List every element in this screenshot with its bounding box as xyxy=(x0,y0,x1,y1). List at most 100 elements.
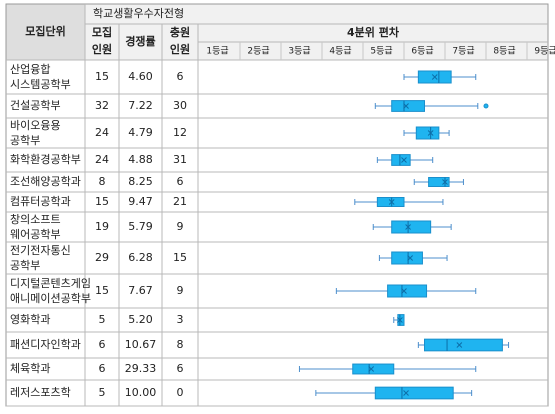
box-mean-marker xyxy=(407,255,414,261)
box-iqr xyxy=(391,251,423,265)
box-outlier xyxy=(483,103,489,109)
grade-label: 2등급 xyxy=(247,46,269,57)
unit-name-line1: 바이오융용 xyxy=(10,119,61,132)
recruit-count: 15 xyxy=(95,195,109,208)
competition-ratio: 10.00 xyxy=(125,386,157,399)
recruit-count: 6 xyxy=(99,338,106,351)
unit-name-line2: 웨어공학부 xyxy=(10,228,61,241)
unit-name: 패션디자인학과 xyxy=(10,338,81,351)
competition-ratio: 10.67 xyxy=(125,338,157,351)
additional-header-line1: 충원 xyxy=(170,25,190,39)
unit-header: 모집단위 xyxy=(25,24,65,38)
additional-count: 6 xyxy=(177,70,184,83)
recruit-count: 5 xyxy=(99,313,106,326)
box-mean-marker xyxy=(401,157,407,163)
competition-ratio: 7.22 xyxy=(128,99,153,112)
competition-ratio: 5.79 xyxy=(128,220,153,233)
recruit-count: 32 xyxy=(95,99,109,112)
unit-name-line2: 시스템공학부 xyxy=(10,78,71,91)
unit-name-line1: 디지털콘텐츠게임 xyxy=(10,277,91,290)
box-mean-marker xyxy=(403,390,409,396)
recruit-count: 24 xyxy=(95,126,109,139)
competition-ratio: 7.67 xyxy=(128,284,153,297)
unit-name: 컴퓨터공학과 xyxy=(10,195,71,208)
additional-count: 21 xyxy=(173,195,187,208)
additional-count: 30 xyxy=(173,99,187,112)
unit-name-line2: 애니메이션공학부 xyxy=(10,292,91,305)
box-mean-marker xyxy=(403,103,409,109)
box-mean-marker xyxy=(405,224,411,230)
recruit-count: 5 xyxy=(99,386,106,399)
recruit-count: 15 xyxy=(95,284,109,297)
recruit-header-line1: 모집 xyxy=(92,25,112,39)
competition-ratio: 29.33 xyxy=(125,362,157,375)
unit-name: 레저스포츠학 xyxy=(10,386,71,399)
recruit-count: 15 xyxy=(95,70,109,83)
box-iqr xyxy=(387,284,428,298)
grade-label: 3등급 xyxy=(288,46,310,57)
grade-label: 8등급 xyxy=(493,46,515,57)
additional-count: 6 xyxy=(177,362,184,375)
unit-name: 체육학과 xyxy=(10,362,50,375)
grade-label: 9등급 xyxy=(534,46,555,57)
competition-header: 경쟁률 xyxy=(125,34,155,48)
box-iqr xyxy=(415,126,440,140)
recruit-count: 24 xyxy=(95,153,109,166)
unit-name: 화학환경공학부 xyxy=(10,153,81,166)
box-mean-marker xyxy=(401,288,407,294)
competition-ratio: 6.28 xyxy=(128,251,153,264)
box-iqr xyxy=(391,154,411,166)
box-mean-marker xyxy=(431,74,438,80)
additional-count: 3 xyxy=(177,313,184,326)
unit-name-line1: 창의소프트 xyxy=(10,213,61,226)
box-iqr xyxy=(376,197,405,207)
additional-count: 31 xyxy=(173,153,187,166)
group-header: 학교생활우수자전형 xyxy=(93,6,184,20)
box-mean-marker xyxy=(388,199,395,205)
additional-header-line2: 인원 xyxy=(170,42,190,56)
box-mean-marker xyxy=(397,317,403,323)
grade-label: 7등급 xyxy=(452,46,474,57)
box-iqr xyxy=(428,177,450,187)
competition-ratio: 5.20 xyxy=(128,313,153,326)
box-iqr xyxy=(391,220,432,234)
additional-count: 12 xyxy=(173,126,187,139)
box-mean-marker xyxy=(427,130,434,136)
box-iqr xyxy=(391,100,426,112)
additional-count: 0 xyxy=(177,386,184,399)
box-iqr xyxy=(397,314,405,326)
grade-label: 6등급 xyxy=(411,46,433,57)
additional-count: 8 xyxy=(177,338,184,351)
recruit-header-line2: 인원 xyxy=(92,42,112,56)
box-iqr xyxy=(424,338,503,352)
additional-count: 9 xyxy=(177,284,184,297)
unit-name-line2: 공학부 xyxy=(10,134,40,147)
unit-name-line1: 전기전자통신 xyxy=(10,244,71,257)
recruit-count: 19 xyxy=(95,220,109,233)
box-iqr xyxy=(374,386,454,400)
grade-label: 1등급 xyxy=(206,46,228,57)
box-mean-marker xyxy=(368,366,375,372)
box-mean-marker xyxy=(456,342,463,348)
recruit-count: 6 xyxy=(99,362,106,375)
competition-ratio: 8.25 xyxy=(128,175,153,188)
additional-count: 9 xyxy=(177,220,184,233)
box-iqr xyxy=(352,363,395,375)
header-background xyxy=(6,4,548,60)
competition-ratio: 9.47 xyxy=(128,195,153,208)
unit-name-line2: 공학부 xyxy=(10,259,40,272)
additional-count: 15 xyxy=(173,251,187,264)
recruit-count: 8 xyxy=(99,175,106,188)
recruit-count: 29 xyxy=(95,251,109,264)
unit-name: 건설공학부 xyxy=(10,99,61,112)
competition-ratio: 4.60 xyxy=(128,70,153,83)
unit-name: 영화학과 xyxy=(10,313,50,326)
box-mean-marker xyxy=(442,179,448,185)
competition-ratio: 4.79 xyxy=(128,126,153,139)
grade-label: 5등급 xyxy=(370,46,392,57)
grade-label: 4등급 xyxy=(329,46,351,57)
quartile-header: 4분위 편차 xyxy=(347,25,400,39)
unit-name-line1: 산업융합 xyxy=(10,63,50,76)
